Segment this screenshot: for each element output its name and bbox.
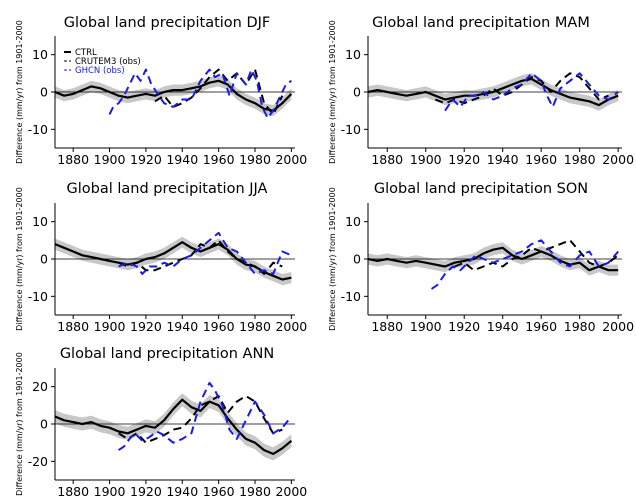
ctrl-envelope xyxy=(55,236,292,286)
plot-area: 1880 1900 1920 1940 1960 1980 2000 -10 0 10 Differ… xyxy=(328,20,634,167)
x-tick-label: 1980 xyxy=(239,319,271,334)
plot-area: 1880 1900 1920 1940 1960 1980 2000 -20 0 20 Differ… xyxy=(15,352,307,498)
x-tick-label: 1880 xyxy=(371,319,403,334)
x-tick-label: 1920 xyxy=(130,152,162,167)
plot-area: 1880 1900 1920 1940 1960 1980 2000 -10 0 10 Differ… xyxy=(328,187,634,334)
x-tick-label: 2000 xyxy=(275,319,307,334)
y-axis-label: Difference (mm/yr) from 1901-2000 xyxy=(15,187,24,331)
x-tick-label: 1980 xyxy=(239,484,271,498)
x-tick-label: 1900 xyxy=(94,319,126,334)
y-tick-label: 10 xyxy=(32,47,48,62)
legend-label-ctrl: CTRL xyxy=(75,48,97,58)
x-tick-label: 1940 xyxy=(166,152,198,167)
ctrl-envelope xyxy=(55,75,292,117)
series-line-ghcn xyxy=(108,68,292,120)
panel-son: Global land precipitation SON 1880 1900 19… xyxy=(328,181,634,334)
x-tick-label: 1880 xyxy=(57,319,89,334)
y-axis-label: Difference (mm/yr) from 1901-2000 xyxy=(328,187,337,331)
series-line-ghcn xyxy=(118,231,292,275)
series-line-ctrl xyxy=(54,398,293,455)
x-tick-label: 1940 xyxy=(166,319,198,334)
x-tick-label: 1880 xyxy=(57,484,89,498)
series-line-crutem3 xyxy=(118,239,283,275)
y-tick-label: 10 xyxy=(345,214,361,229)
ctrl-envelope xyxy=(368,242,619,276)
x-tick-label: 1900 xyxy=(94,152,126,167)
x-tick-label: 2000 xyxy=(602,152,634,167)
plot-area: 1880 1900 1920 1940 1960 1980 2000 -10 0 10 Differ… xyxy=(15,187,307,334)
x-tick-label: 1980 xyxy=(564,319,596,334)
y-tick-label: 0 xyxy=(353,252,361,267)
y-tick-label: 0 xyxy=(40,252,48,267)
series-line-ghcn xyxy=(118,381,293,451)
series-line-ctrl xyxy=(367,246,619,272)
y-axis-label: Difference (mm/yr) from 1901-2000 xyxy=(15,20,24,164)
x-tick-label: 1880 xyxy=(57,152,89,167)
y-tick-label: 20 xyxy=(32,379,48,394)
y-tick-label: -10 xyxy=(341,122,361,137)
y-tick-label: 0 xyxy=(40,85,48,100)
x-tick-label: 1920 xyxy=(448,319,480,334)
x-tick-label: 1960 xyxy=(525,152,557,167)
panel-title: Global land precipitation MAM xyxy=(372,15,590,31)
y-tick-label: -20 xyxy=(28,454,48,469)
x-tick-label: 1940 xyxy=(487,152,519,167)
panel-title: Global land precipitation ANN xyxy=(60,346,274,362)
series-line-ghcn xyxy=(444,72,619,112)
series-line-crutem3 xyxy=(454,239,619,272)
y-axis-label: Difference (mm/yr) from 1901-2000 xyxy=(15,352,24,496)
y-tick-label: 0 xyxy=(353,85,361,100)
x-tick-label: 2000 xyxy=(602,319,634,334)
y-tick-label: 0 xyxy=(40,417,48,432)
x-tick-label: 1900 xyxy=(94,484,126,498)
x-tick-label: 1900 xyxy=(410,319,442,334)
series-line-ctrl xyxy=(54,79,293,112)
x-tick-label: 1920 xyxy=(130,319,162,334)
x-tick-label: 1960 xyxy=(203,484,235,498)
panel-title: Global land precipitation SON xyxy=(374,181,588,197)
y-axis-label: Difference (mm/yr) from 1901-2000 xyxy=(328,20,337,164)
x-tick-label: 1980 xyxy=(239,152,271,167)
x-tick-label: 1960 xyxy=(203,319,235,334)
panel-title: Global land precipitation JJA xyxy=(67,181,268,197)
series-line-ctrl xyxy=(367,77,619,107)
legend: CTRL CRUTEM3 (obs) GHCN (obs) xyxy=(64,48,141,76)
panel-djf: Global land precipitation DJF 1880 1900 19… xyxy=(15,15,307,167)
x-tick-label: 1920 xyxy=(448,152,480,167)
y-tick-label: -10 xyxy=(28,122,48,137)
y-tick-label: -10 xyxy=(341,289,361,304)
legend-label-crutem3: CRUTEM3 (obs) xyxy=(75,57,141,67)
x-tick-label: 1960 xyxy=(203,152,235,167)
y-tick-label: 10 xyxy=(32,214,48,229)
x-tick-label: 1960 xyxy=(525,319,557,334)
panel-jja: Global land precipitation JJA 1880 1900 19… xyxy=(15,181,307,334)
x-tick-label: 1940 xyxy=(487,319,519,334)
x-tick-label: 2000 xyxy=(275,152,307,167)
panel-title: Global land precipitation DJF xyxy=(64,15,271,31)
panel-mam: Global land precipitation MAM 1880 1900 19… xyxy=(328,15,634,167)
plot-area: 1880 1900 1920 1940 1960 1980 2000 -10 0 10 Differ… xyxy=(15,20,307,167)
x-tick-label: 1920 xyxy=(130,484,162,498)
legend-label-ghcn: GHCN (obs) xyxy=(75,66,125,76)
x-tick-label: 1880 xyxy=(371,152,403,167)
y-tick-label: -10 xyxy=(28,289,48,304)
y-tick-label: 10 xyxy=(345,47,361,62)
series-line-ghcn xyxy=(430,239,619,290)
x-tick-label: 1940 xyxy=(166,484,198,498)
x-tick-label: 1980 xyxy=(564,152,596,167)
x-tick-label: 2000 xyxy=(275,484,307,498)
panel-ann: Global land precipitation ANN 1880 1900 19… xyxy=(15,346,307,498)
series-line-crutem3 xyxy=(434,72,609,105)
x-tick-label: 1900 xyxy=(410,152,442,167)
